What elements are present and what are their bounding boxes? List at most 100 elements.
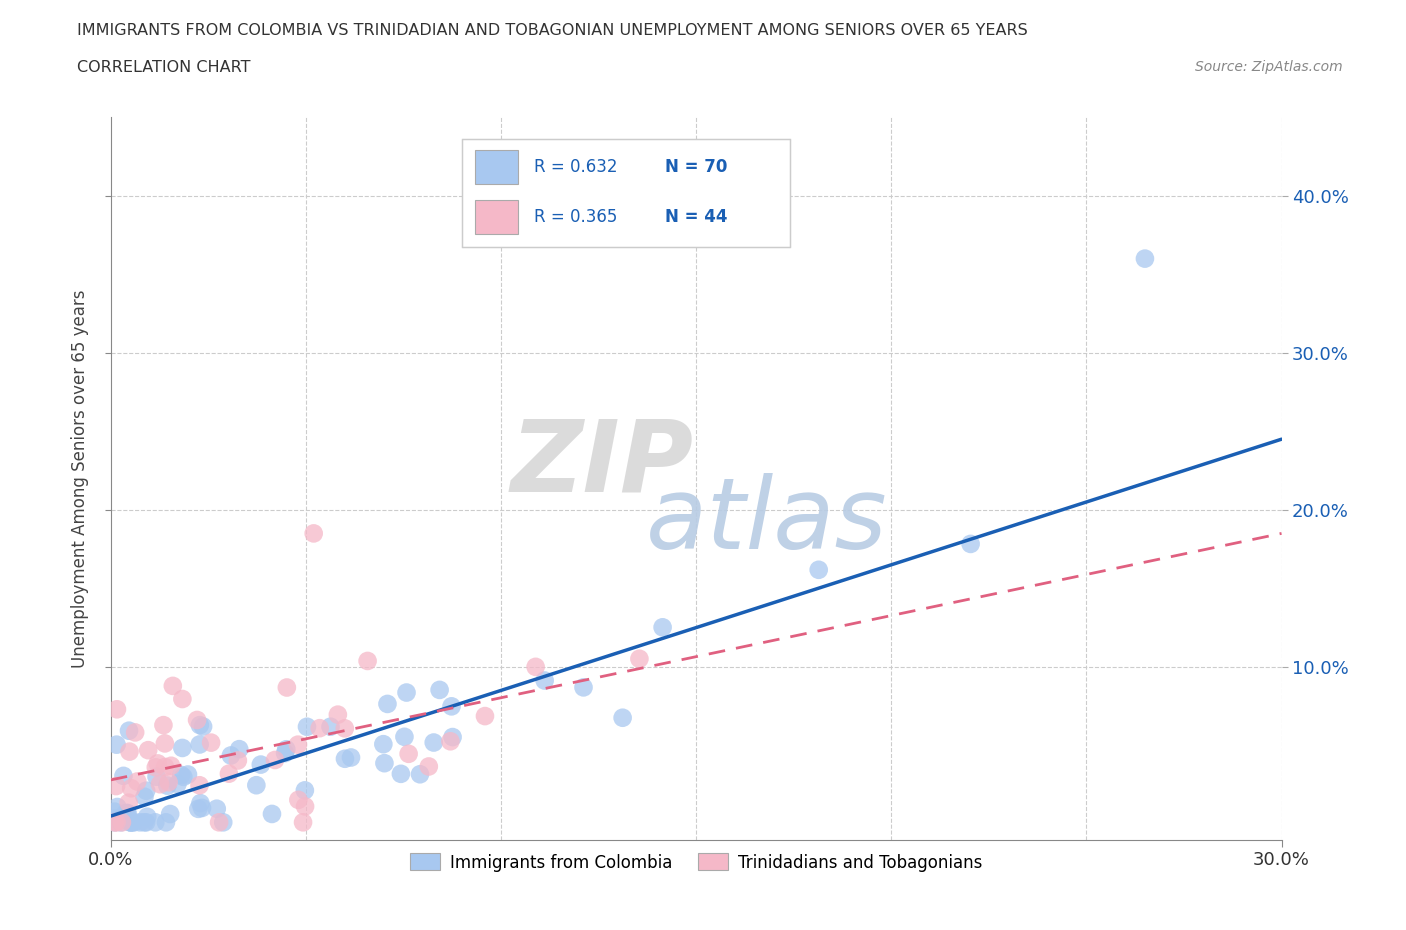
Point	[651, 620, 673, 635]
Point	[333, 751, 356, 766]
Point	[110, 815, 132, 830]
Point	[250, 757, 273, 772]
Point	[104, 811, 127, 826]
Point	[104, 815, 127, 830]
Point	[245, 777, 267, 792]
Point	[294, 783, 316, 798]
Point	[153, 736, 176, 751]
Point	[533, 673, 555, 688]
Point	[208, 815, 231, 830]
Point	[149, 777, 172, 791]
Point	[120, 815, 142, 830]
Point	[104, 804, 127, 819]
Point	[373, 737, 395, 751]
Point	[276, 742, 298, 757]
Point	[439, 734, 461, 749]
Point	[160, 758, 183, 773]
Point	[188, 737, 211, 752]
Point	[200, 736, 222, 751]
Point	[395, 685, 418, 700]
Point	[117, 805, 139, 820]
Point	[389, 766, 412, 781]
Point	[326, 707, 349, 722]
Point	[264, 752, 287, 767]
Point	[122, 815, 145, 830]
Point	[191, 719, 214, 734]
Point	[188, 777, 211, 792]
Point	[134, 790, 156, 804]
Point	[294, 799, 316, 814]
Point	[105, 815, 128, 830]
Point	[105, 778, 128, 793]
Point	[409, 767, 432, 782]
Point	[104, 815, 127, 830]
Point	[186, 712, 208, 727]
Point	[118, 744, 141, 759]
Point	[377, 697, 399, 711]
Point	[340, 751, 363, 765]
Point	[121, 815, 143, 830]
Point	[172, 769, 194, 784]
Point	[274, 746, 297, 761]
Legend: Immigrants from Colombia, Trinidadians and Tobagonians: Immigrants from Colombia, Trinidadians a…	[404, 846, 988, 878]
Point	[319, 719, 342, 734]
Point	[157, 775, 180, 790]
Point	[191, 801, 214, 816]
Point	[118, 724, 141, 738]
Point	[572, 680, 595, 695]
Point	[418, 759, 440, 774]
Point	[422, 735, 444, 750]
Point	[120, 815, 142, 830]
Point	[152, 718, 174, 733]
Point	[260, 806, 283, 821]
Point	[190, 796, 212, 811]
Point	[159, 806, 181, 821]
Point	[129, 815, 152, 830]
Point	[146, 756, 169, 771]
Point	[118, 795, 141, 810]
Point	[136, 809, 159, 824]
Point	[105, 702, 128, 717]
Point	[429, 683, 451, 698]
Text: ZIP: ZIP	[510, 416, 695, 512]
Point	[356, 654, 378, 669]
Point	[162, 679, 184, 694]
Point	[219, 748, 242, 763]
Point	[218, 766, 240, 781]
Point	[105, 800, 128, 815]
Point	[117, 805, 139, 820]
Point	[135, 815, 157, 830]
Point	[228, 742, 250, 757]
Point	[143, 815, 166, 830]
Point	[172, 692, 194, 707]
Point	[441, 730, 464, 745]
Point	[112, 768, 135, 783]
Point	[287, 792, 309, 807]
Point	[172, 740, 194, 755]
Point	[440, 699, 463, 714]
Point	[205, 802, 228, 817]
Text: Source: ZipAtlas.com: Source: ZipAtlas.com	[1195, 60, 1343, 74]
Point	[187, 802, 209, 817]
Text: atlas: atlas	[645, 473, 887, 570]
Point	[612, 711, 634, 725]
Point	[120, 815, 142, 830]
Point	[188, 718, 211, 733]
Point	[134, 815, 156, 830]
Point	[959, 537, 981, 551]
Point	[226, 753, 249, 768]
Point	[170, 767, 193, 782]
Point	[212, 815, 235, 830]
Point	[295, 719, 318, 734]
Point	[124, 725, 146, 740]
Text: IMMIGRANTS FROM COLOMBIA VS TRINIDADIAN AND TOBAGONIAN UNEMPLOYMENT AMONG SENIOR: IMMIGRANTS FROM COLOMBIA VS TRINIDADIAN …	[77, 23, 1028, 38]
Point	[153, 760, 176, 775]
Point	[127, 774, 149, 789]
Point	[145, 760, 167, 775]
Point	[628, 651, 651, 666]
Point	[111, 815, 134, 830]
Point	[276, 680, 298, 695]
Point	[177, 767, 200, 782]
Point	[136, 743, 159, 758]
Text: CORRELATION CHART: CORRELATION CHART	[77, 60, 250, 75]
